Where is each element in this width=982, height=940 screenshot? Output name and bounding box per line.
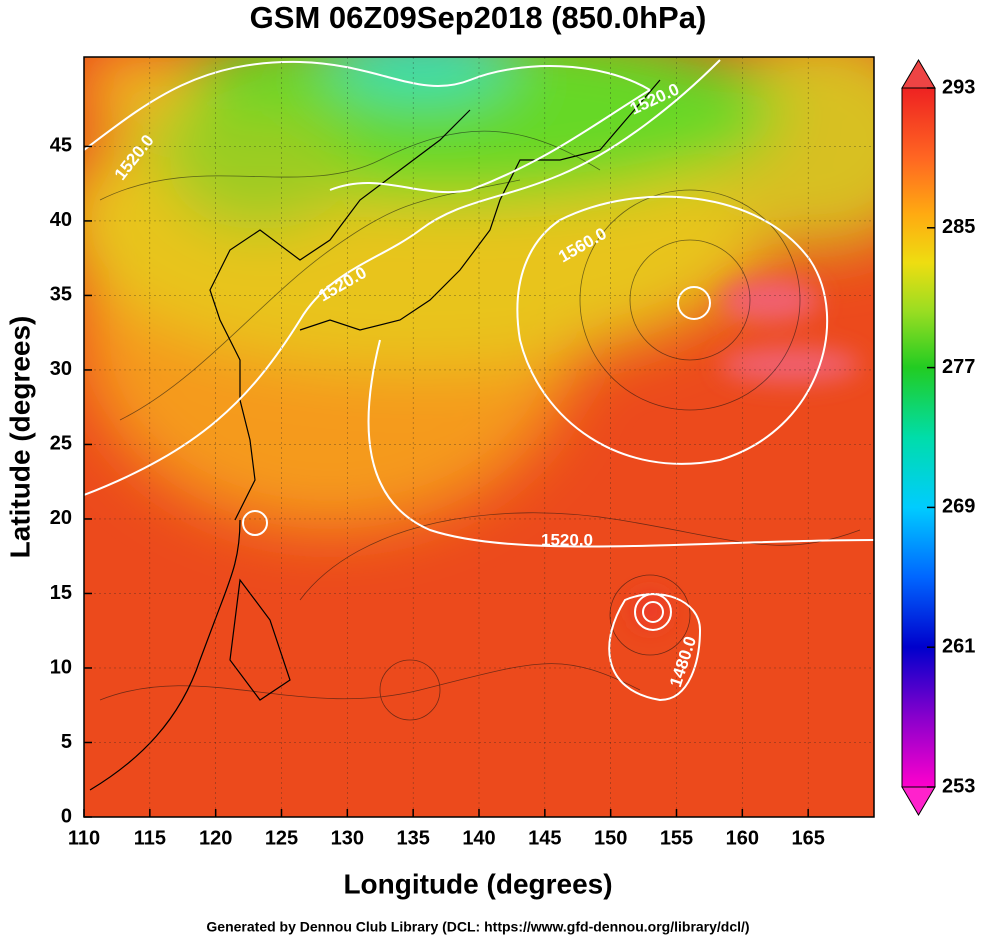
temperature-field <box>84 57 874 817</box>
contour-label: 1520.0 <box>541 530 593 549</box>
y-tick-label: 45 <box>50 135 72 157</box>
axes: 110 115 120 125 130 135 140 145 150 155 160 165 0 5 10… <box>50 135 825 850</box>
x-tick-label: 135 <box>396 827 429 849</box>
y-tick-label: 25 <box>50 433 72 455</box>
coastlines <box>89 79 661 791</box>
y-tick-label: 10 <box>50 656 72 678</box>
x-tick-label: 120 <box>199 827 232 849</box>
y-tick-label: 20 <box>50 507 72 529</box>
colorbar-tick-label: 285 <box>942 216 975 238</box>
colorbar-tick-label: 277 <box>942 356 975 378</box>
y-axis-label: Latitude (degrees) <box>4 316 35 559</box>
x-tick-label: 150 <box>594 827 627 849</box>
x-tick-label: 130 <box>331 827 364 849</box>
streamlines <box>99 130 861 721</box>
x-tick-label: 125 <box>265 827 298 849</box>
y-tick-label: 30 <box>50 358 72 380</box>
y-tick-label: 40 <box>50 209 72 231</box>
x-tick-label: 155 <box>660 827 693 849</box>
y-tick-label: 0 <box>61 805 72 827</box>
x-axis-label: Longitude (degrees) <box>343 868 612 899</box>
grid <box>84 57 874 817</box>
colorbar-tick-label: 261 <box>942 635 975 657</box>
colorbar-max <box>901 59 936 89</box>
x-tick-label: 115 <box>134 827 166 849</box>
x-tick-label: 160 <box>726 827 759 849</box>
x-tick-label: 110 <box>68 827 100 849</box>
contours <box>84 59 874 702</box>
y-tick-label: 35 <box>50 284 72 306</box>
x-tick-label: 165 <box>791 827 824 849</box>
colorbar-tick-label: 253 <box>942 775 975 797</box>
colorbar: 253 261 269 277 285 293 <box>901 59 975 816</box>
colorbar-min <box>901 786 936 816</box>
chart-title: GSM 06Z09Sep2018 (850.0hPa) <box>250 0 707 35</box>
footer: Generated by Dennou Club Library (DCL: h… <box>206 919 749 935</box>
y-tick-label: 5 <box>61 731 72 753</box>
y-tick-label: 15 <box>50 582 72 604</box>
x-tick-label: 140 <box>462 827 495 849</box>
x-tick-label: 145 <box>528 827 561 849</box>
colorbar-body <box>901 87 936 788</box>
colorbar-tick-label: 269 <box>942 496 975 518</box>
colorbar-tick-label: 293 <box>942 76 975 98</box>
